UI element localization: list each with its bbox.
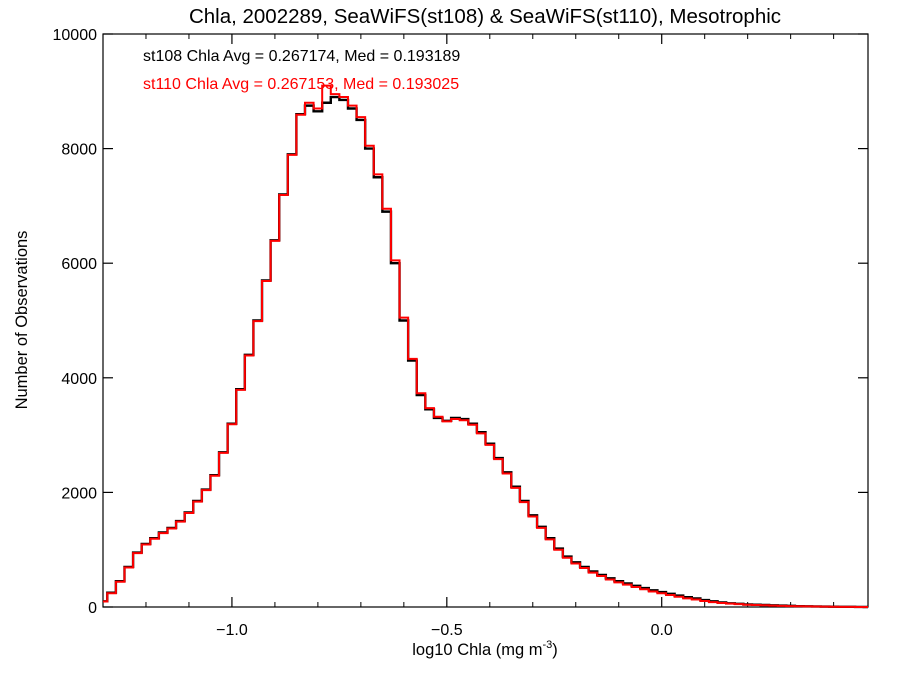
y-tick-label: 8000: [61, 142, 97, 159]
x-axis-label-superscript: -3: [542, 639, 552, 651]
x-tick-label: −1.0: [216, 622, 248, 639]
y-tick-label: 2000: [61, 485, 97, 502]
series-layer: [103, 84, 868, 609]
y-tick-label: 0: [88, 600, 97, 617]
chart-title: Chla, 2002289, SeaWiFS(st108) & SeaWiFS(…: [189, 5, 781, 28]
plot-frame: [102, 33, 869, 608]
x-axis-label: log10 Chla (mg m-3): [412, 639, 558, 659]
stats-annotations: st108 Chla Avg = 0.267174, Med = 0.19318…: [143, 48, 460, 93]
x-tick-label: −0.5: [431, 622, 463, 639]
y-axis: 0 2000 4000 6000 8000 10000: [53, 27, 868, 617]
series-line-1: [103, 84, 868, 608]
series-line-0: [103, 95, 868, 609]
stats-annotation: st108 Chla Avg = 0.267174, Med = 0.19318…: [143, 48, 460, 65]
x-axis-label-end: ): [552, 641, 558, 659]
y-tick-label: 4000: [61, 371, 97, 388]
y-tick-label: 10000: [53, 27, 98, 44]
stats-annotation: st110 Chla Avg = 0.267153, Med = 0.19302…: [143, 76, 459, 93]
x-tick-label: 0.0: [651, 622, 673, 639]
x-axis: −1.0 −0.5 0.0: [145, 34, 835, 639]
y-tick-label: 6000: [61, 256, 97, 273]
y-axis-label: Number of Observations: [13, 231, 31, 410]
x-axis-label-main: log10 Chla (mg m: [412, 641, 542, 659]
